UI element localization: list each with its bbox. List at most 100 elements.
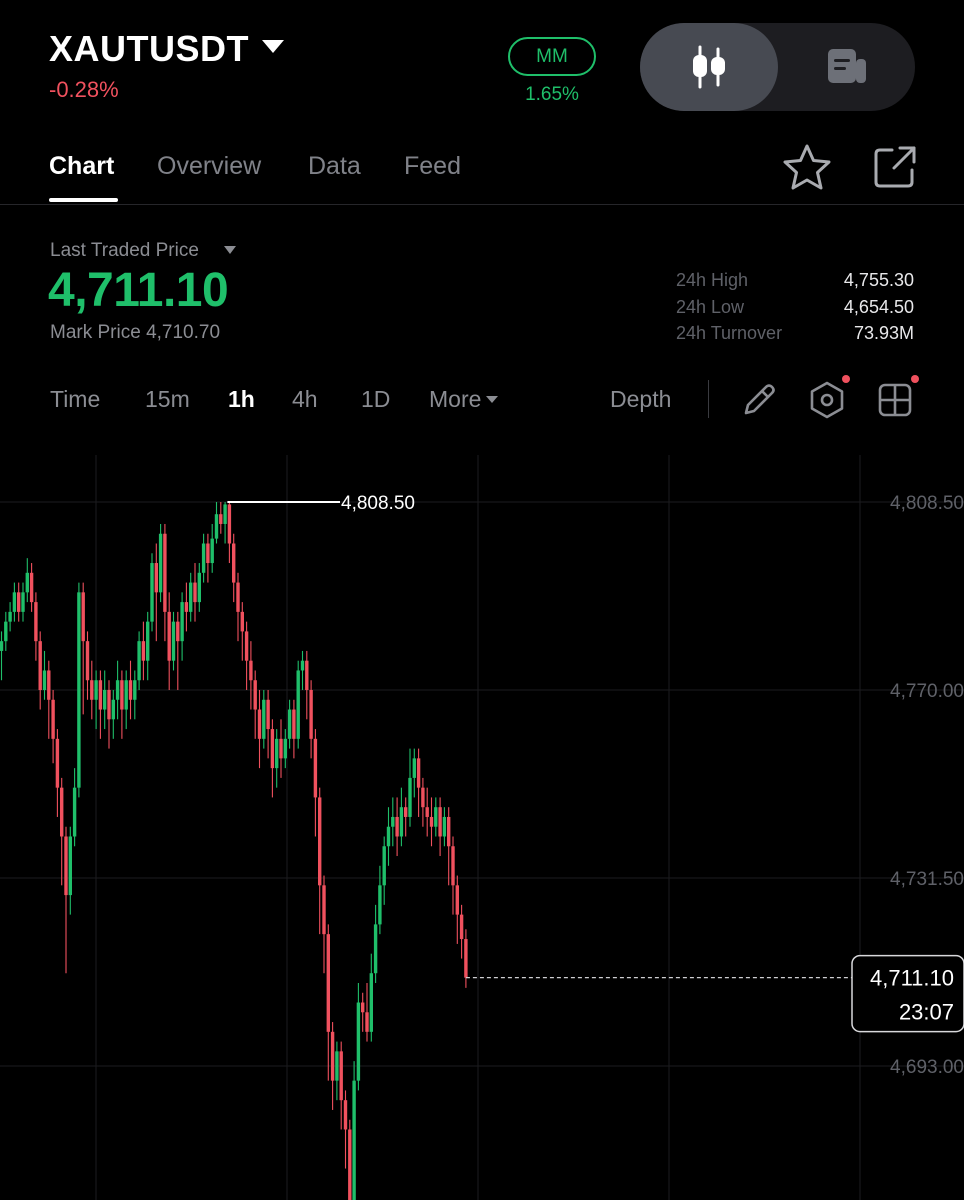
candle-body bbox=[124, 680, 128, 710]
candle-body bbox=[193, 582, 197, 603]
candle-body bbox=[421, 787, 425, 808]
candle-body bbox=[94, 680, 98, 700]
candle-body bbox=[464, 939, 468, 978]
candle-body bbox=[72, 787, 77, 837]
candle-body bbox=[266, 699, 270, 730]
interval-divider bbox=[708, 380, 709, 418]
candle-body bbox=[352, 1080, 356, 1200]
stat-24h-high-label: 24h High bbox=[676, 270, 749, 290]
candle-body bbox=[8, 611, 12, 622]
candle-body bbox=[64, 836, 68, 896]
tab-chart[interactable]: Chart bbox=[49, 152, 115, 180]
interval-more-label: More bbox=[429, 386, 482, 412]
candle-body bbox=[103, 690, 107, 710]
candle-body bbox=[279, 738, 283, 759]
last-price-box bbox=[851, 954, 964, 1033]
view-toggle[interactable] bbox=[640, 23, 915, 111]
candle-body bbox=[287, 709, 292, 739]
candle-body bbox=[348, 1129, 352, 1200]
interval-1d[interactable]: 1D bbox=[361, 386, 391, 412]
settings-notification-dot bbox=[842, 375, 850, 383]
candle-body bbox=[369, 973, 373, 1032]
stat-24h-high-value: 4,755.30 bbox=[843, 270, 914, 290]
candle-body bbox=[21, 592, 25, 612]
candlestick-chart[interactable]: 4,808.50 4,770.00 4,731.50 4,693.00 4,808.50… bbox=[0, 435, 964, 1200]
candle-body bbox=[219, 514, 223, 524]
candle-body bbox=[197, 572, 201, 603]
candle-body bbox=[137, 641, 141, 681]
candle-body bbox=[270, 729, 275, 769]
interval-1h[interactable]: 1h bbox=[228, 386, 255, 412]
candle-body bbox=[25, 572, 29, 593]
candle-body bbox=[184, 602, 189, 612]
tab-overview[interactable]: Overview bbox=[157, 152, 262, 180]
candle-body bbox=[189, 582, 193, 612]
interval-15m[interactable]: 15m bbox=[145, 386, 190, 412]
mm-badge[interactable]: MM bbox=[508, 37, 596, 76]
candle-body bbox=[85, 641, 90, 681]
stat-24h-low-value: 4,654.50 bbox=[843, 297, 914, 317]
y-tick-label: 4,808.50 bbox=[890, 493, 964, 514]
hexagon-settings-icon[interactable] bbox=[806, 379, 848, 421]
high-marker-label: 4,808.50 bbox=[341, 493, 415, 514]
candlestick-view-button[interactable] bbox=[640, 23, 778, 111]
candle-body bbox=[447, 816, 451, 847]
candle-body bbox=[257, 709, 262, 739]
orderbook-view-button[interactable] bbox=[778, 23, 915, 111]
candle-body bbox=[4, 621, 8, 642]
candle-body bbox=[378, 885, 382, 925]
grid-layout-icon[interactable] bbox=[876, 379, 916, 419]
mm-value: 1.65% bbox=[525, 84, 579, 105]
candle-body bbox=[158, 533, 163, 593]
candle-body bbox=[150, 563, 154, 622]
candle-body bbox=[395, 816, 399, 837]
stat-24h-low-label: 24h Low bbox=[676, 297, 745, 317]
share-icon[interactable] bbox=[870, 142, 920, 192]
candle-body bbox=[309, 690, 313, 739]
tab-data[interactable]: Data bbox=[308, 152, 361, 180]
interval-4h[interactable]: 4h bbox=[292, 386, 318, 412]
candle-body bbox=[227, 504, 232, 544]
price-type-dropdown-icon[interactable] bbox=[224, 246, 236, 254]
price-chart[interactable]: 4,808.50 4,770.00 4,731.50 4,693.00 4,808.50… bbox=[0, 435, 964, 1200]
depth-button[interactable]: Depth bbox=[610, 386, 672, 412]
interval-more-button[interactable]: More bbox=[429, 386, 499, 413]
pencil-icon[interactable] bbox=[740, 379, 776, 419]
candle-body bbox=[55, 738, 60, 788]
candle-body bbox=[42, 670, 47, 690]
tab-feed[interactable]: Feed bbox=[404, 152, 461, 180]
candle-body bbox=[60, 787, 64, 837]
candle-body bbox=[34, 602, 38, 642]
candle-body bbox=[300, 660, 305, 671]
candle-body bbox=[206, 543, 210, 564]
candle-body bbox=[326, 934, 330, 1032]
stat-24h-turnover-label: 24h Turnover bbox=[676, 323, 783, 343]
candle-body bbox=[412, 758, 416, 778]
price-change-percent: -0.28% bbox=[49, 77, 119, 102]
candle-body bbox=[455, 885, 459, 915]
stat-24h-turnover-value: 73.93M bbox=[853, 323, 914, 343]
layout-notification-dot bbox=[911, 375, 919, 383]
symbol-title[interactable]: XAUTUSDT bbox=[49, 28, 249, 69]
candle-body bbox=[339, 1051, 343, 1101]
candle-body bbox=[98, 680, 103, 710]
candle-body bbox=[38, 641, 42, 690]
candle-body bbox=[201, 543, 206, 573]
interval-time[interactable]: Time bbox=[50, 386, 101, 412]
candle-body bbox=[425, 807, 429, 817]
candle-body bbox=[47, 670, 51, 700]
candle-body bbox=[399, 807, 404, 837]
candle-body bbox=[68, 836, 72, 896]
candle-body bbox=[459, 914, 464, 940]
star-icon[interactable] bbox=[781, 142, 833, 194]
candle-body bbox=[90, 680, 94, 700]
candle-body bbox=[240, 611, 244, 632]
candle-body bbox=[107, 690, 111, 720]
candle-body bbox=[120, 680, 124, 710]
candle-body bbox=[180, 602, 184, 642]
interval-bar: Time 15m 1h 4h 1D More Depth bbox=[0, 365, 964, 435]
candle-body bbox=[77, 592, 81, 788]
candle-body bbox=[236, 582, 240, 612]
symbol-dropdown-icon[interactable] bbox=[262, 40, 284, 53]
last-traded-price-label[interactable]: Last Traded Price bbox=[50, 240, 199, 261]
